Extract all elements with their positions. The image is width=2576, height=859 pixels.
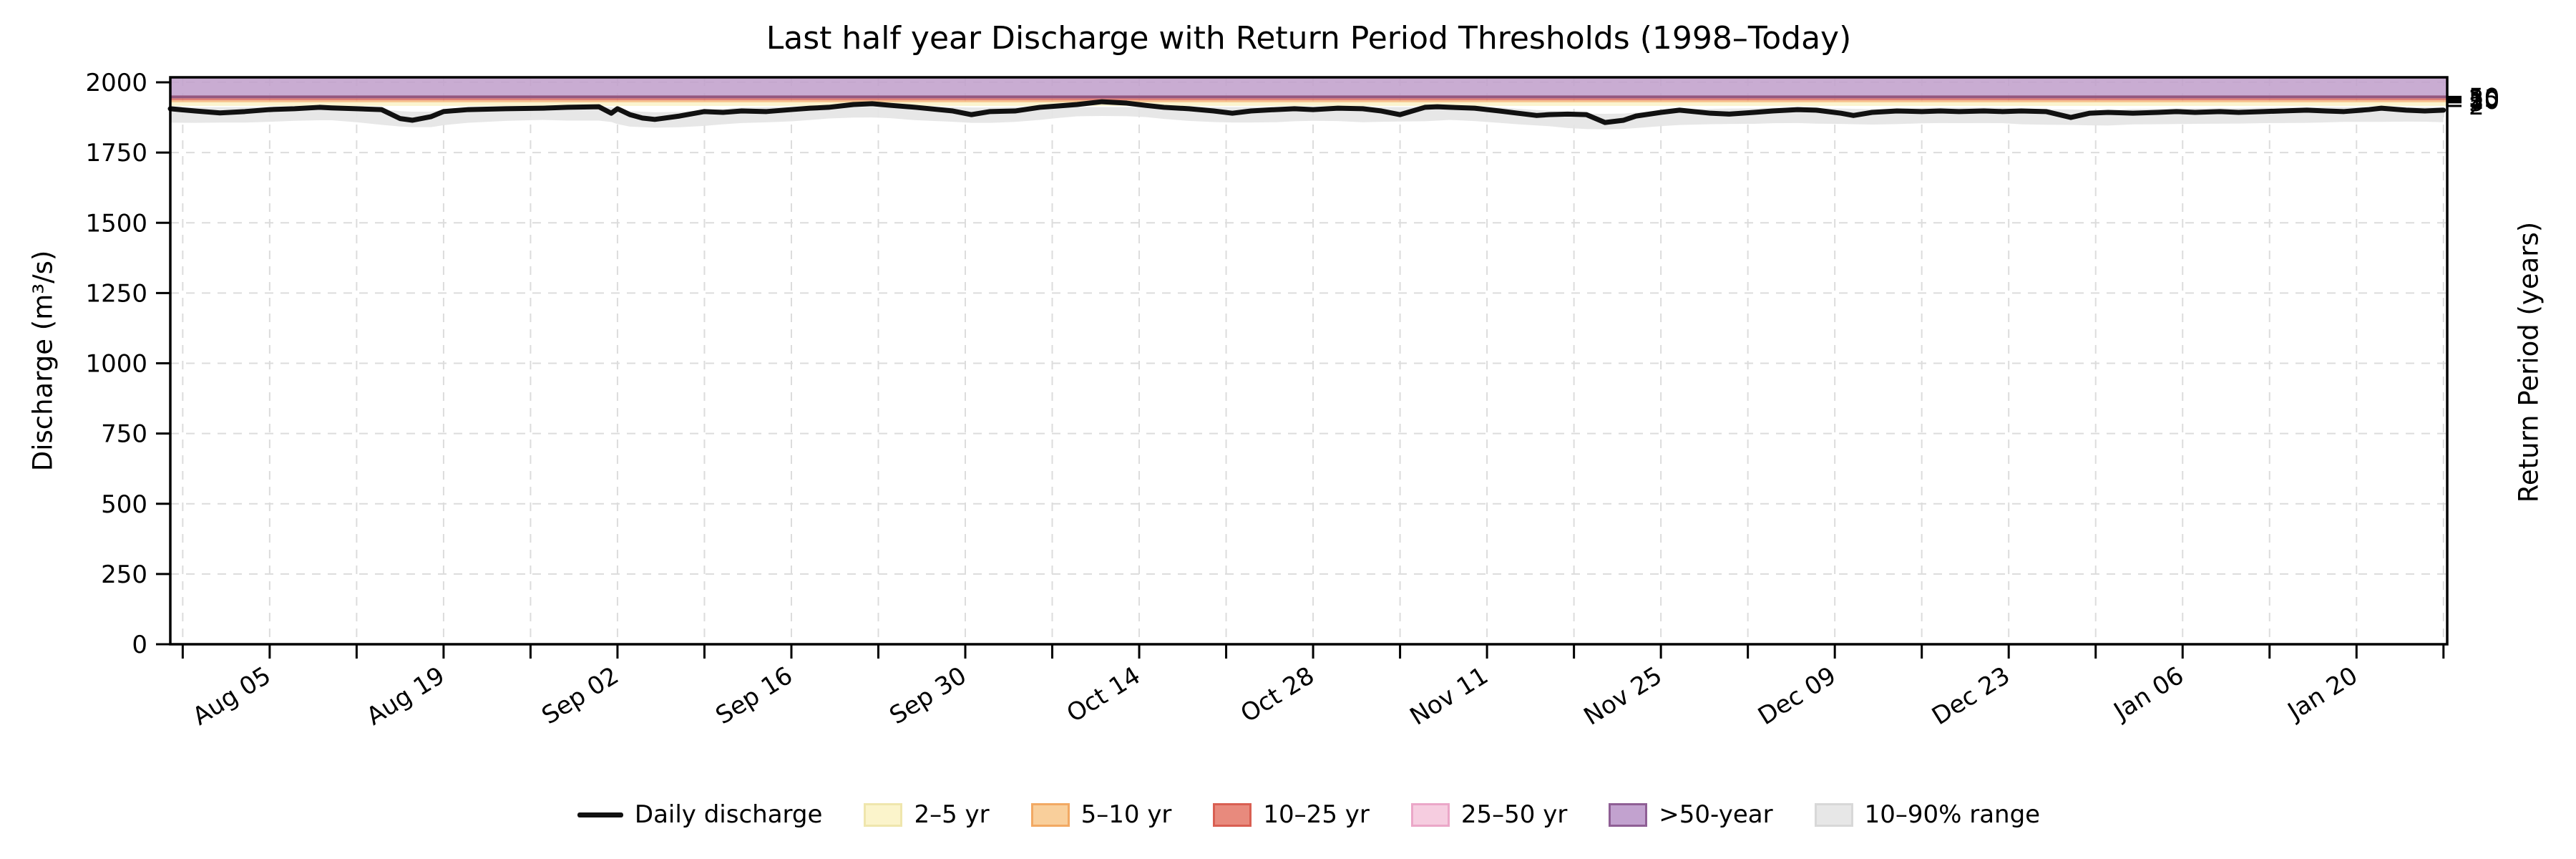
x-tick-label: Dec 09	[1753, 661, 1841, 731]
x-tick-label: Nov 11	[1405, 661, 1493, 732]
x-tick-label: Oct 28	[1236, 661, 1319, 729]
band-5–10 yr	[170, 100, 2447, 102]
right-tick-label: 5	[2469, 89, 2484, 117]
right-tick-label: 10	[2469, 87, 2499, 115]
legend-item-4: 25–50 yr	[1410, 800, 1568, 829]
legend-patch-swatch	[1609, 802, 1648, 827]
legend-label: 2–5 yr	[914, 800, 990, 829]
y-tick-label: 1500	[85, 209, 147, 238]
y-axis-label-return-period: Return Period (years)	[2513, 221, 2545, 503]
right-tick-label: 25	[2469, 84, 2499, 113]
legend-item-3: 10–25 yr	[1213, 800, 1370, 829]
x-tick-label: Sep 16	[711, 661, 797, 731]
x-tick-label: Sep 02	[537, 661, 623, 731]
legend-patch-swatch	[1213, 802, 1252, 827]
x-tick-label: Oct 14	[1062, 661, 1146, 729]
x-tick-label: Dec 23	[1927, 661, 2015, 731]
y-axis-ticks: 0 250 500 750 1000 1250 1500 1750 2000	[85, 69, 170, 659]
plot-border	[169, 76, 2449, 646]
chart-title: Last half year Discharge with Return Per…	[766, 20, 1852, 57]
legend-item-6: 10–90% range	[1814, 800, 2041, 829]
legend-patch-swatch	[1030, 802, 1070, 827]
legend-item-0: Daily discharge	[577, 800, 823, 829]
x-tick-label: Jan 20	[2282, 661, 2363, 727]
y-axis-label-discharge: Discharge (m³/s)	[27, 250, 59, 472]
y-tick-label: 1000	[85, 350, 147, 379]
legend-patch-swatch	[864, 802, 903, 827]
gridlines	[170, 77, 2447, 644]
x-tick-label: Aug 05	[187, 661, 275, 732]
daily-discharge-line	[167, 99, 2446, 125]
legend-line-swatch	[577, 812, 623, 817]
y-tick-label: 500	[101, 490, 147, 519]
legend-label: 10–25 yr	[1263, 800, 1370, 829]
legend-label: 5–10 yr	[1080, 800, 1172, 829]
x-tick-label: Aug 19	[361, 661, 449, 732]
right-tick-label: 50	[2469, 83, 2499, 112]
legend-item-1: 2–5 yr	[864, 800, 990, 829]
right-tick-label: 2	[2469, 92, 2484, 121]
legend-label: >50-year	[1659, 800, 1773, 829]
y-tick-label: 1250	[85, 279, 147, 308]
legend-label: 25–50 yr	[1460, 800, 1568, 829]
legend-item-2: 5–10 yr	[1030, 800, 1172, 829]
y-tick-label: 2000	[85, 69, 147, 97]
y-tick-label: 750	[101, 420, 147, 449]
legend-item-5: >50-year	[1609, 800, 1773, 829]
legend-label: Daily discharge	[634, 800, 823, 829]
threshold-bands	[170, 77, 2447, 106]
band->50-year	[170, 77, 2447, 97]
legend-label: 10–90% range	[1864, 800, 2041, 829]
x-tick-label: Nov 25	[1579, 661, 1667, 732]
y-tick-label: 250	[101, 560, 147, 589]
x-tick-label: Sep 30	[884, 661, 971, 731]
x-axis-ticks: Aug 05 Aug 19 Sep 02 Sep 16 Sep 30 Oct 14 Oct …	[181, 644, 2445, 732]
y-tick-label: 1750	[85, 139, 147, 168]
legend-patch-swatch	[1814, 802, 1853, 827]
band-10–25 yr	[170, 98, 2447, 101]
legend-patch-swatch	[1410, 802, 1450, 827]
x-tick-label: Jan 06	[2108, 661, 2189, 727]
legend: Daily discharge 2–5 yr 5–10 yr 10–25 yr 25–5…	[170, 786, 2447, 843]
band-2–5 yr	[170, 102, 2447, 106]
y-tick-label: 0	[132, 631, 147, 659]
